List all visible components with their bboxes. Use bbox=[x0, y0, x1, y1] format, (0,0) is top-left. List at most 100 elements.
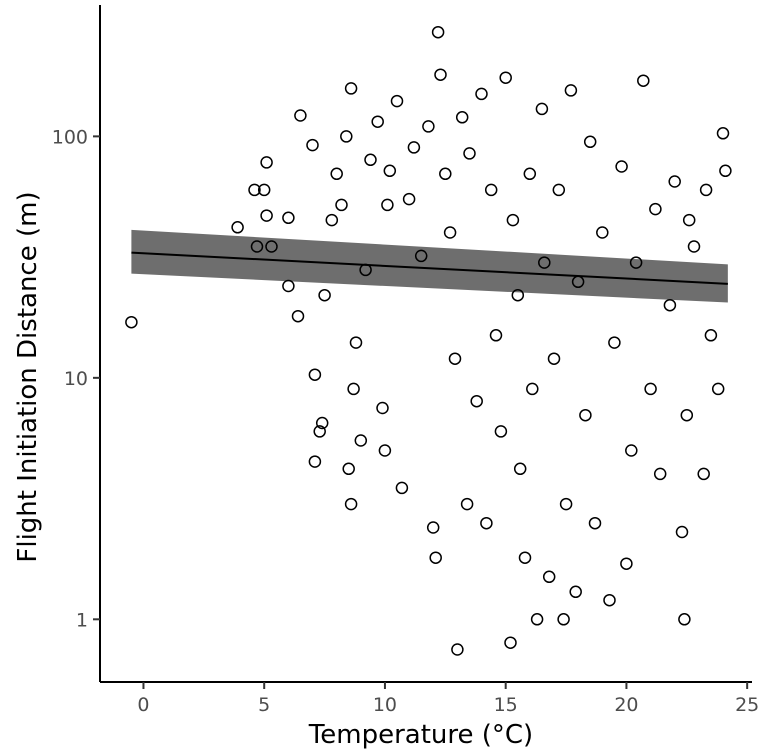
data-point bbox=[463, 147, 476, 160]
data-point bbox=[395, 481, 409, 495]
y-tick-label: 100 bbox=[52, 126, 88, 148]
data-point bbox=[526, 382, 539, 396]
data-point bbox=[699, 183, 713, 197]
data-point bbox=[475, 87, 488, 101]
data-point bbox=[608, 336, 621, 349]
data-point bbox=[431, 25, 445, 39]
data-point bbox=[644, 382, 657, 396]
data-point bbox=[682, 213, 696, 227]
data-point bbox=[523, 167, 537, 181]
data-point bbox=[260, 209, 273, 222]
data-point bbox=[342, 462, 355, 476]
data-point bbox=[390, 94, 404, 108]
data-point bbox=[615, 160, 628, 173]
fit-line-layer bbox=[131, 251, 728, 285]
data-point bbox=[381, 198, 394, 212]
axes-layer: 0 5 10 15 20 25 1 10 100 bbox=[52, 5, 759, 716]
data-point bbox=[569, 585, 582, 599]
data-point bbox=[680, 408, 694, 422]
data-point bbox=[470, 394, 483, 408]
data-point bbox=[344, 497, 358, 511]
data-point bbox=[484, 183, 498, 197]
data-point bbox=[313, 425, 326, 438]
data-point bbox=[354, 434, 368, 447]
data-point bbox=[535, 102, 549, 116]
data-point bbox=[620, 557, 633, 570]
data-point bbox=[248, 183, 261, 197]
data-point bbox=[250, 240, 264, 253]
data-point bbox=[716, 127, 730, 140]
data-point bbox=[511, 288, 525, 302]
data-point bbox=[559, 497, 573, 511]
data-point bbox=[434, 68, 447, 81]
data-point bbox=[315, 416, 329, 430]
data-point bbox=[448, 352, 462, 365]
data-point bbox=[542, 570, 556, 584]
data-point bbox=[308, 455, 322, 468]
data-point bbox=[340, 130, 353, 143]
data-point bbox=[439, 167, 452, 181]
data-point bbox=[291, 309, 305, 323]
data-point bbox=[308, 368, 322, 381]
data-point bbox=[637, 74, 650, 87]
data-point bbox=[318, 288, 331, 302]
data-point bbox=[547, 352, 561, 365]
fit-line bbox=[131, 251, 728, 285]
x-tick-label: 15 bbox=[494, 694, 518, 716]
data-point bbox=[378, 444, 392, 457]
x-axis-title: Temperature (°C) bbox=[308, 720, 533, 750]
data-point bbox=[364, 153, 377, 167]
data-point bbox=[675, 525, 689, 539]
x-tick-label: 25 bbox=[735, 694, 759, 716]
data-point bbox=[538, 256, 551, 269]
confidence-band-layer bbox=[131, 229, 728, 303]
data-point bbox=[583, 135, 597, 149]
data-point bbox=[347, 382, 360, 396]
data-point bbox=[629, 256, 643, 269]
data-point bbox=[678, 613, 691, 626]
x-tick-label: 0 bbox=[137, 694, 149, 716]
data-point bbox=[443, 226, 457, 239]
data-point bbox=[125, 315, 138, 329]
data-point bbox=[426, 521, 440, 534]
data-point bbox=[687, 240, 701, 253]
data-point bbox=[344, 82, 358, 95]
x-tick-label: 10 bbox=[373, 694, 397, 716]
data-point bbox=[711, 382, 725, 396]
y-tick-label: 10 bbox=[64, 368, 88, 390]
data-point bbox=[257, 183, 271, 197]
data-point bbox=[376, 401, 389, 415]
data-point bbox=[663, 298, 677, 312]
data-point bbox=[330, 167, 343, 181]
y-tick-label: 1 bbox=[76, 609, 88, 631]
data-point bbox=[455, 111, 469, 124]
data-point bbox=[429, 551, 442, 564]
data-point bbox=[513, 462, 527, 476]
data-point bbox=[294, 109, 307, 122]
data-point bbox=[335, 198, 348, 212]
data-point bbox=[422, 120, 435, 133]
data-point bbox=[653, 467, 667, 481]
data-point bbox=[649, 202, 662, 216]
data-point bbox=[564, 84, 578, 97]
x-tick-label: 20 bbox=[614, 694, 638, 716]
data-point bbox=[325, 213, 339, 227]
y-axis-title: Flight Initiation Distance (m) bbox=[13, 191, 43, 562]
data-point bbox=[625, 444, 638, 457]
data-point bbox=[407, 141, 421, 154]
data-point bbox=[579, 408, 592, 422]
data-point bbox=[499, 71, 512, 84]
data-point bbox=[489, 329, 503, 342]
x-tick-label: 5 bbox=[258, 694, 270, 716]
data-point bbox=[518, 551, 532, 564]
data-point bbox=[451, 643, 464, 656]
data-point bbox=[282, 279, 295, 293]
data-point bbox=[306, 138, 319, 152]
data-point bbox=[596, 226, 609, 239]
data-point bbox=[494, 425, 508, 438]
data-point bbox=[504, 636, 517, 649]
data-point bbox=[349, 336, 363, 349]
data-point bbox=[414, 249, 428, 263]
data-point bbox=[260, 156, 273, 169]
